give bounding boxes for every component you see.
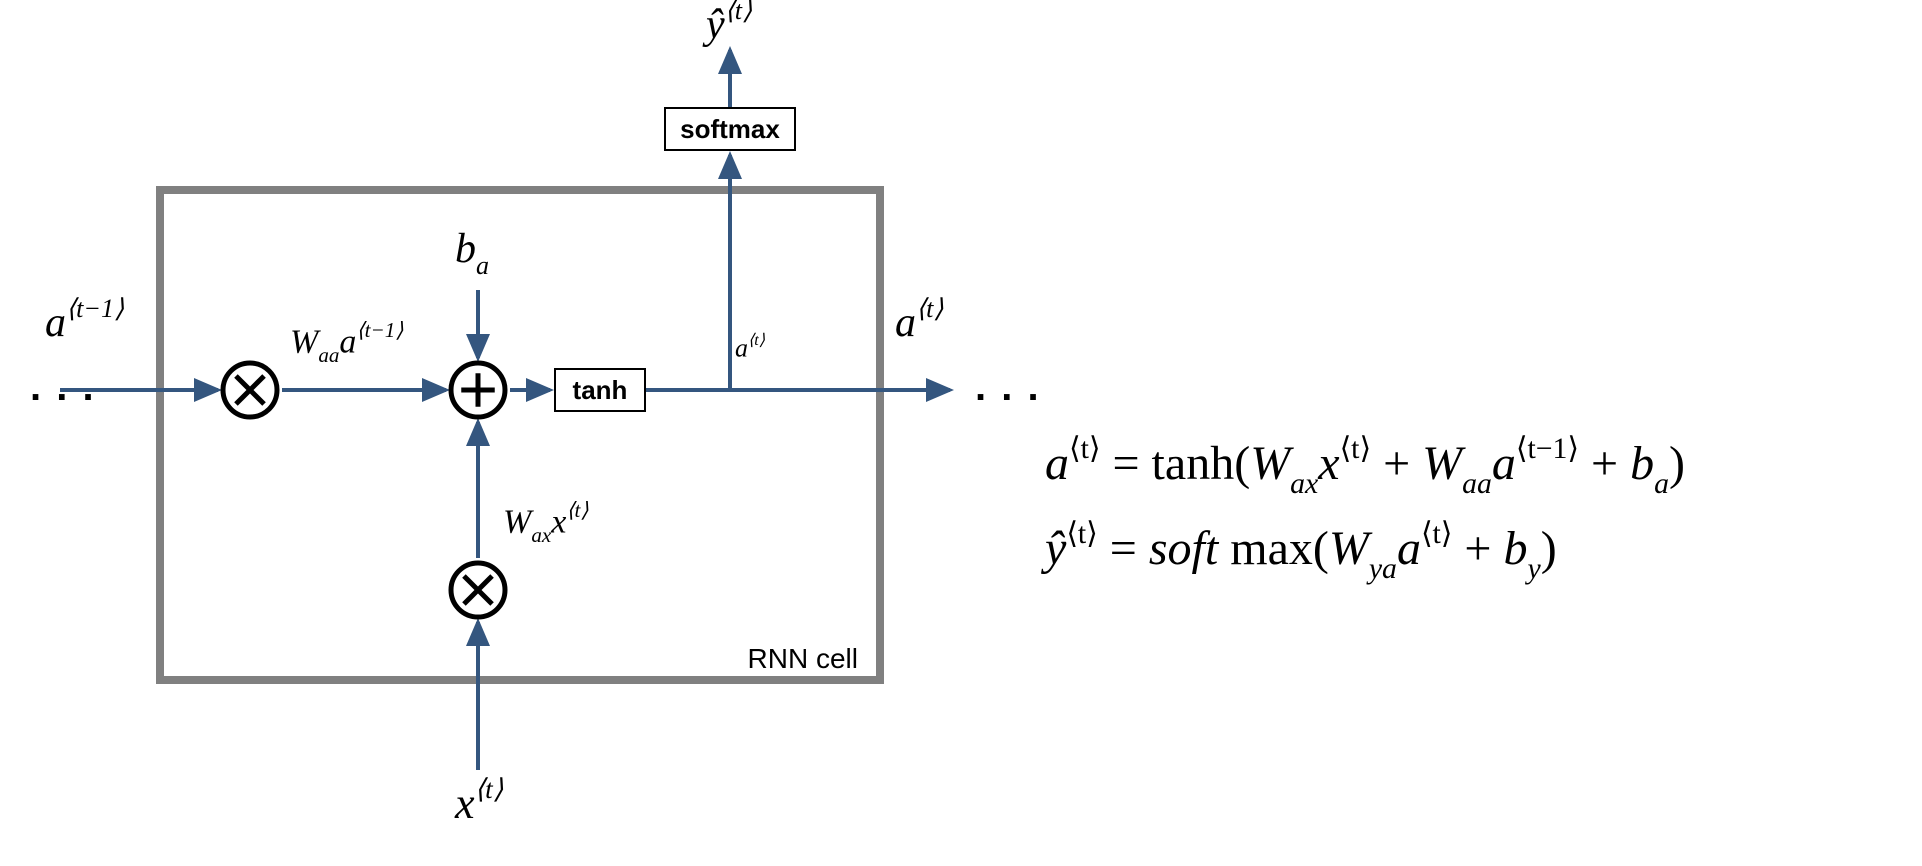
equation-y-hat: ŷ⟨t⟩ = soft max(Wyaa⟨t⟩ + by) bbox=[1045, 520, 1557, 583]
label-ba: ba bbox=[455, 225, 489, 278]
plus-node bbox=[451, 363, 505, 417]
svg-text:tanh: tanh bbox=[573, 375, 628, 405]
svg-text:softmax: softmax bbox=[680, 114, 780, 144]
svg-layer: RNN cell tanh softmax . . . . . . bbox=[0, 0, 1922, 866]
mult-bottom-node bbox=[451, 563, 505, 617]
tanh-box: tanh bbox=[555, 369, 645, 411]
label-a-t-small: a⟨t⟩ bbox=[735, 332, 765, 364]
label-wax-x-t: Waxx⟨t⟩ bbox=[503, 500, 589, 546]
label-a-t-out: a⟨t⟩ bbox=[895, 298, 944, 347]
equation-a-t: a⟨t⟩ = tanh(Waxx⟨t⟩ + Waaa⟨t−1⟩ + ba) bbox=[1045, 435, 1685, 498]
mult-left-node bbox=[223, 363, 277, 417]
dots-right: . . . bbox=[975, 365, 1041, 409]
rnn-cell-label: RNN cell bbox=[748, 643, 858, 674]
rnn-cell-box bbox=[160, 190, 880, 680]
diagram-canvas: RNN cell tanh softmax . . . . . . a⟨t−1⟩ Waaa… bbox=[0, 0, 1922, 866]
label-x-t: x⟨t⟩ bbox=[455, 778, 503, 829]
label-waa-a-prev: Waaa⟨t−1⟩ bbox=[290, 320, 403, 366]
label-a-prev: a⟨t−1⟩ bbox=[45, 298, 124, 347]
softmax-box: softmax bbox=[665, 108, 795, 150]
dots-left: . . . bbox=[30, 365, 96, 409]
label-y-hat: ŷ⟨t⟩ bbox=[706, 0, 752, 49]
